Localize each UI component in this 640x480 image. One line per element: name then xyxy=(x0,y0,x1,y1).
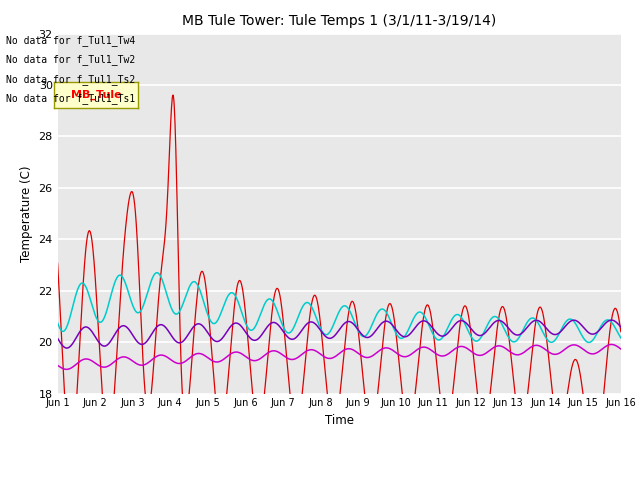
Text: MB_Tule: MB_Tule xyxy=(70,90,122,100)
Text: No data for f_Tul1_Ts1: No data for f_Tul1_Ts1 xyxy=(6,93,136,104)
Text: No data for f_Tul1_Tw4: No data for f_Tul1_Tw4 xyxy=(6,35,136,46)
Legend: Tul1_Tw+10cm, Tul1_Ts-8cm, Tul1_Ts-16cm, Tul1_Ts-32cm: Tul1_Tw+10cm, Tul1_Ts-8cm, Tul1_Ts-16cm,… xyxy=(125,477,553,480)
Title: MB Tule Tower: Tule Temps 1 (3/1/11-3/19/14): MB Tule Tower: Tule Temps 1 (3/1/11-3/19… xyxy=(182,14,497,28)
Text: No data for f_Tul1_Tw2: No data for f_Tul1_Tw2 xyxy=(6,54,136,65)
Text: No data for f_Tul1_Ts2: No data for f_Tul1_Ts2 xyxy=(6,73,136,84)
Y-axis label: Temperature (C): Temperature (C) xyxy=(20,165,33,262)
X-axis label: Time: Time xyxy=(324,414,354,427)
